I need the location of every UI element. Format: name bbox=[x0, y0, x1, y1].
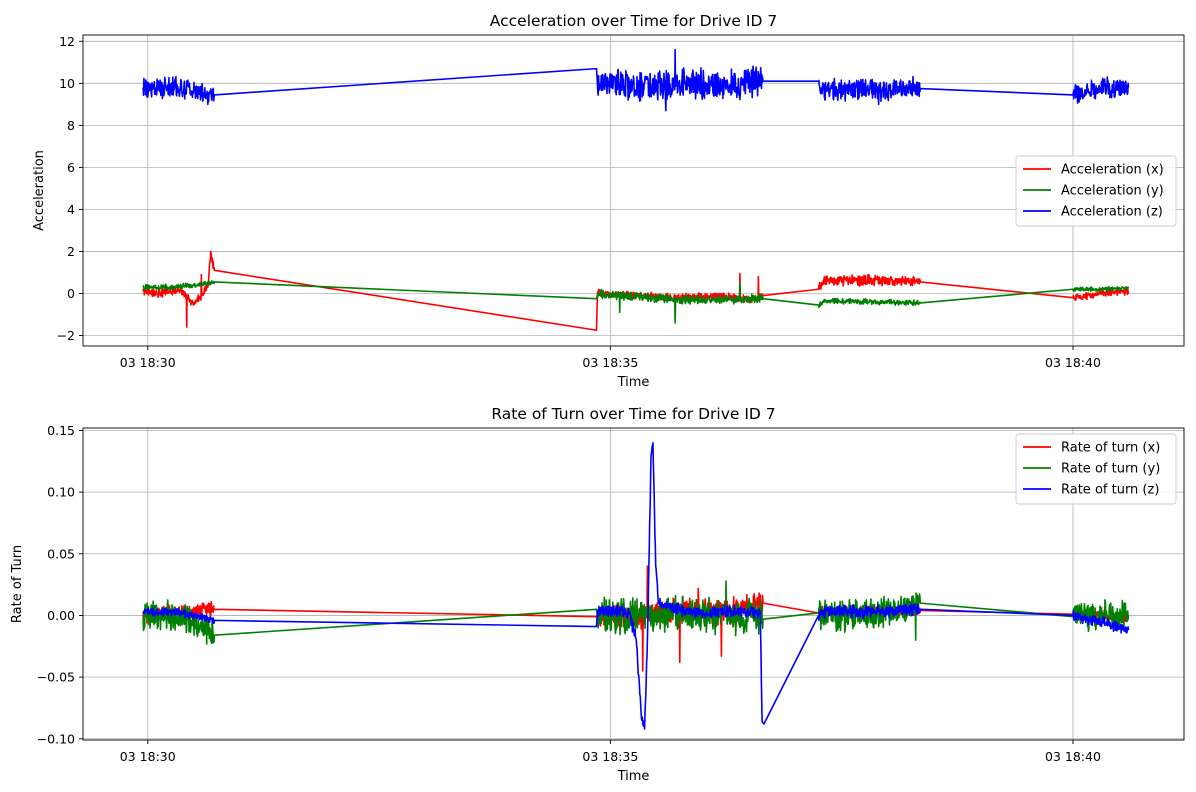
series-line-3 bbox=[142, 442, 1130, 730]
y-tick-label: 0 bbox=[67, 286, 75, 301]
legend-label: Acceleration (y) bbox=[1061, 184, 1164, 199]
legend: Rate of turn (x) Rate of turn (y) Rate of … bbox=[1015, 433, 1177, 505]
y-tick-label: 0.15 bbox=[47, 423, 75, 438]
axes-frame bbox=[82, 427, 1185, 741]
legend-label: Rate of turn (y) bbox=[1061, 462, 1160, 477]
y-axis-title: Acceleration bbox=[32, 150, 47, 231]
legend-box bbox=[1015, 433, 1177, 505]
y-tick-label: 6 bbox=[67, 160, 75, 175]
x-tick-label: 03 18:30 bbox=[120, 355, 176, 370]
series-line-2 bbox=[142, 280, 1130, 324]
axes-frame bbox=[82, 34, 1185, 347]
chart-title: Rate of Turn over Time for Drive ID 7 bbox=[491, 405, 775, 423]
x-tick-label: 03 18:40 bbox=[1045, 355, 1101, 370]
series-line-3 bbox=[142, 48, 1130, 112]
y-tick-label: 10 bbox=[59, 76, 75, 91]
y-tick-label: 12 bbox=[59, 34, 75, 49]
y-tick-label: 0.05 bbox=[47, 546, 75, 561]
y-tick-label: −0.05 bbox=[37, 670, 75, 685]
y-tick-label: −0.10 bbox=[37, 731, 75, 746]
x-axis-title: Time bbox=[617, 769, 650, 784]
chart-title: Acceleration over Time for Drive ID 7 bbox=[490, 12, 777, 30]
x-tick-label: 03 18:35 bbox=[582, 749, 638, 764]
legend-label: Rate of turn (z) bbox=[1061, 483, 1159, 498]
x-axis-title: Time bbox=[617, 375, 650, 390]
plot-area bbox=[142, 48, 1130, 332]
x-tick-label: 03 18:40 bbox=[1045, 749, 1101, 764]
y-tick-label: 0.10 bbox=[47, 485, 75, 500]
plot-area bbox=[142, 442, 1130, 730]
x-tick-label: 03 18:30 bbox=[120, 749, 176, 764]
legend: Acceleration (x) Acceleration (y) Accelera… bbox=[1015, 155, 1177, 227]
y-tick-label: 4 bbox=[67, 202, 75, 217]
y-tick-label: 2 bbox=[67, 244, 75, 259]
y-tick-label: 8 bbox=[67, 118, 75, 133]
subplot-1: 03 18:30 03 18:35 03 18:40 −2 0 2 4 6 8 10 12 Accel… bbox=[32, 12, 1185, 390]
legend-label: Acceleration (x) bbox=[1061, 163, 1164, 178]
series-line-1 bbox=[142, 250, 1130, 332]
legend-box bbox=[1015, 155, 1177, 227]
legend-label: Acceleration (z) bbox=[1061, 205, 1163, 220]
y-axis-title: Rate of Turn bbox=[10, 545, 25, 623]
legend-label: Rate of turn (x) bbox=[1061, 441, 1160, 456]
y-tick-label: −2 bbox=[57, 328, 75, 343]
y-tick-label: 0.00 bbox=[47, 608, 75, 623]
x-tick-label: 03 18:35 bbox=[582, 355, 638, 370]
subplot-2: 03 18:30 03 18:35 03 18:40 −0.10 −0.05 0.00 0.… bbox=[10, 405, 1185, 784]
